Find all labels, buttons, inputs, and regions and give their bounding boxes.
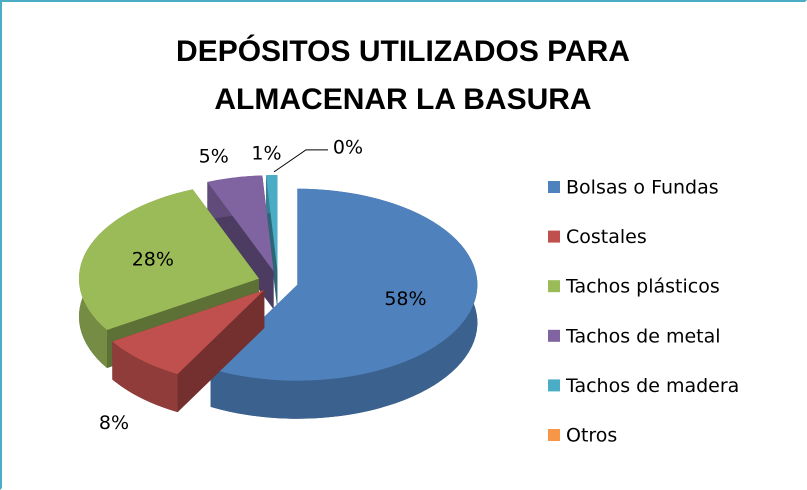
leader-line <box>273 149 328 173</box>
slice-top <box>112 290 265 375</box>
data-label: 8% <box>99 412 129 434</box>
legend-swatch <box>548 230 560 243</box>
slice-top <box>210 188 478 381</box>
legend-label: Otros <box>566 425 617 447</box>
pie-slice <box>266 175 278 310</box>
slice-top <box>266 175 278 272</box>
slice-top <box>207 175 274 272</box>
data-label: 28% <box>132 249 174 271</box>
legend-swatch <box>548 429 560 441</box>
legend-label: Bolsas o Fundas <box>566 177 719 199</box>
data-label: 5% <box>199 145 229 167</box>
pie-slice <box>210 188 478 419</box>
legend-swatch <box>548 280 560 293</box>
data-label: 1% <box>251 142 281 164</box>
legend-label: Tachos plásticos <box>565 276 720 298</box>
data-label: 58% <box>384 288 426 310</box>
chart-title: DEPÓSITOS UTILIZADOS PARA ALMACENAR LA B… <box>176 35 630 116</box>
slice-top <box>78 189 259 331</box>
legend-swatch <box>548 379 560 392</box>
legend-label: Tachos de metal <box>565 325 721 347</box>
slice-wall <box>112 341 178 413</box>
legend-swatch <box>548 181 560 193</box>
legend-label: Tachos de madera <box>565 375 739 397</box>
pie-slice <box>112 290 265 413</box>
legend-swatch <box>548 329 560 342</box>
legend-label: Costales <box>566 226 647 248</box>
data-label: 0% <box>333 136 363 158</box>
